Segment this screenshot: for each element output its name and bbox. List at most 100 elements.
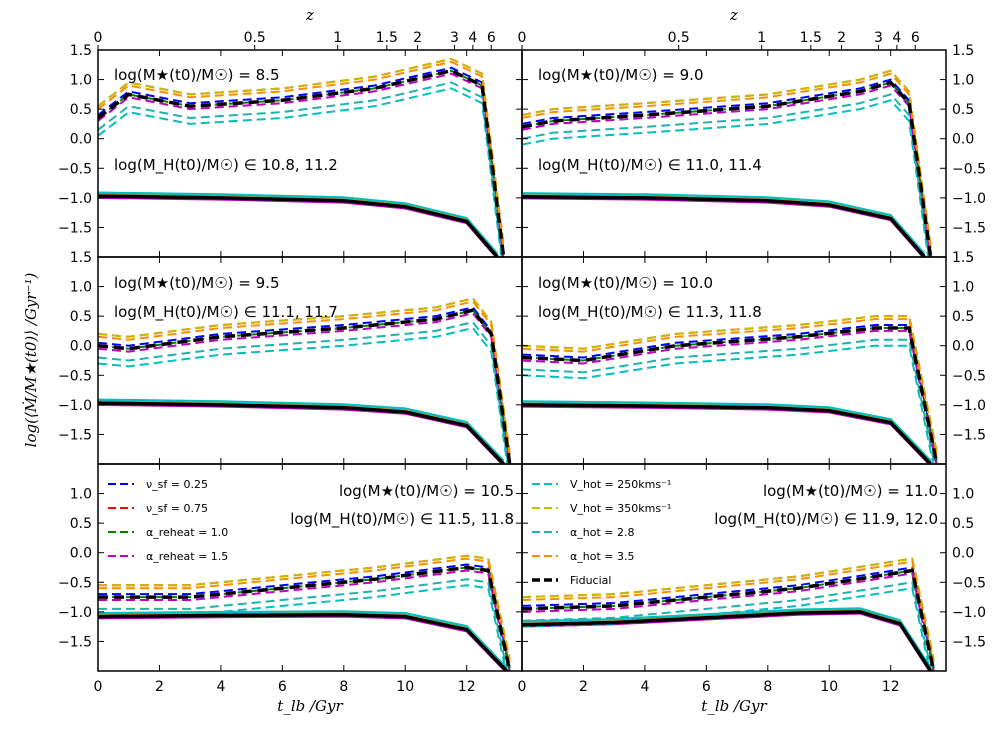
series-solid-8	[98, 193, 499, 257]
series-dashed-5	[522, 99, 930, 257]
y-tick-label: −1.5	[58, 427, 92, 443]
y-tick-label: −1.5	[58, 634, 92, 650]
series-dashed-8	[98, 60, 505, 249]
series-solid-5	[98, 398, 505, 462]
series-dashed-1	[98, 306, 511, 462]
fiducial-dashed	[98, 68, 506, 257]
series-solid-3	[98, 195, 499, 257]
fiducial-dashed	[522, 326, 939, 464]
series-dashed-5	[98, 326, 509, 464]
legend-label: α_reheat = 1.5	[146, 550, 228, 563]
z-tick-label: 3	[874, 30, 883, 46]
z-tick-label: 4	[892, 30, 901, 46]
y-tick-label: 0.5	[70, 309, 92, 325]
y-tick-label: −1.0	[58, 191, 92, 207]
z-tick-label: 0	[94, 30, 103, 46]
panel-4: log(M★(t0)/M☉) = 10.0 log(M_H(t0)/M☉) ∈ 1…	[521, 250, 986, 465]
y-tick-label: 1.0	[952, 487, 974, 503]
top-axis-label: z	[305, 6, 314, 24]
y-tick-label: −1.0	[58, 605, 92, 621]
series-solid-7	[522, 402, 932, 463]
y-tick-label: 0.5	[70, 516, 92, 532]
series-solid-7	[98, 400, 505, 463]
x-tick-label: 12	[458, 679, 476, 695]
y-tick-label: −1.0	[58, 398, 92, 414]
z-tick-label: 1	[333, 30, 342, 46]
x-tick-label: 4	[216, 679, 225, 695]
series-dashed-6	[98, 297, 511, 453]
z-tick-label: 6	[487, 30, 496, 46]
series-dashed-4	[98, 72, 505, 257]
y-tick-label: 0.0	[952, 132, 974, 148]
series-solid-2	[98, 196, 498, 257]
series-dashed-8	[522, 318, 938, 456]
mhalo-label: log(M_H(t0)/M☉) ∈ 11.1, 11.7	[114, 303, 338, 322]
y-tick-label: 1.5	[952, 250, 974, 266]
series-dashed-6	[522, 69, 932, 246]
fiducial-solid	[98, 613, 508, 671]
y-tick-label: −1.5	[952, 220, 986, 236]
series-solid-6	[522, 403, 932, 464]
y-tick-label: 0.5	[952, 516, 974, 532]
series-solid-7	[522, 193, 926, 256]
z-tick-label: 0.5	[244, 30, 266, 46]
x-tick-label: 8	[339, 679, 348, 695]
y-tick-label: 1.5	[70, 250, 92, 266]
fiducial-solid	[522, 403, 932, 464]
fiducial-solid	[98, 401, 505, 464]
mstar-label: log(M★(t0)/M☉) = 9.5	[114, 274, 280, 292]
series-solid-5	[98, 191, 499, 255]
panel-1: log(M★(t0)/M☉) = 8.5 log(M_H(t0)/M☉) ∈ 10…	[58, 6, 523, 258]
z-tick-label: 0.5	[668, 30, 690, 46]
mstar-label: log(M★(t0)/M☉) = 8.5	[114, 66, 280, 84]
mhalo-label: log(M_H(t0)/M☉) ∈ 11.9, 12.0	[714, 510, 938, 529]
x-tick-label: 0	[94, 679, 103, 695]
series-solid-8	[98, 400, 505, 464]
y-tick-label: 1.5	[952, 43, 974, 59]
x-tick-label: 10	[820, 679, 838, 695]
z-tick-label: 4	[468, 30, 477, 46]
legend-label: V_hot = 350kms⁻¹	[570, 502, 671, 515]
series-dashed-1	[522, 566, 935, 669]
x-tick-label: 10	[396, 679, 414, 695]
y-tick-label: −1.0	[952, 398, 986, 414]
series-dashed-1	[522, 78, 932, 255]
y-tick-label: 1.5	[70, 43, 92, 59]
fiducial-dashed	[522, 568, 936, 671]
z-tick-label: 2	[413, 30, 422, 46]
mstar-label: log(M★(t0)/M☉) = 10.5	[339, 482, 514, 500]
series-dashed-7	[522, 581, 933, 671]
series-dashed-3	[522, 327, 938, 464]
series-dashed-5	[98, 87, 503, 257]
series-dashed-4	[98, 312, 511, 464]
x-tick-label: 8	[763, 679, 772, 695]
y-tick-label: 1.0	[70, 487, 92, 503]
series-dashed-5	[522, 344, 935, 464]
panel-3: log(M★(t0)/M☉) = 9.5 log(M_H(t0)/M☉) ∈ 11…	[58, 250, 523, 465]
y-tick-label: 0.5	[952, 102, 974, 118]
legend-label: ν_sf = 0.25	[146, 478, 208, 491]
z-tick-label: 0	[518, 30, 527, 46]
fiducial-dashed	[522, 80, 933, 257]
panel-6: log(M★(t0)/M☉) = 11.0 log(M_H(t0)/M☉) ∈ 1…	[518, 463, 986, 715]
legend-left: ν_sf = 0.25 ν_sf = 0.75 α_reheat = 1.0 α_re…	[108, 478, 228, 563]
y-tick-label: 0.0	[70, 132, 92, 148]
series-solid-4	[98, 403, 504, 464]
series-dashed-4	[522, 572, 935, 671]
series-solid-8	[522, 402, 932, 464]
x-tick-label: 6	[278, 679, 287, 695]
z-tick-label: 3	[450, 30, 459, 46]
series-dashed-2	[98, 297, 511, 453]
y-tick-label: 1.0	[70, 280, 92, 296]
z-tick-label: 1.5	[800, 30, 822, 46]
series-solid-3	[522, 403, 932, 464]
series-dashed-6	[98, 57, 505, 246]
y-axis-label: log(⟨Ṁ/M★(t0)⟩ /Gyr⁻¹)	[22, 272, 40, 447]
series-dashed-1	[98, 563, 511, 669]
mstar-label: log(M★(t0)/M☉) = 9.0	[538, 66, 704, 84]
series-dashed-1	[522, 324, 938, 462]
series-solid-4	[98, 196, 498, 257]
series-solid-1	[98, 196, 498, 257]
z-tick-label: 2	[837, 30, 846, 46]
fiducial-solid	[522, 194, 926, 257]
